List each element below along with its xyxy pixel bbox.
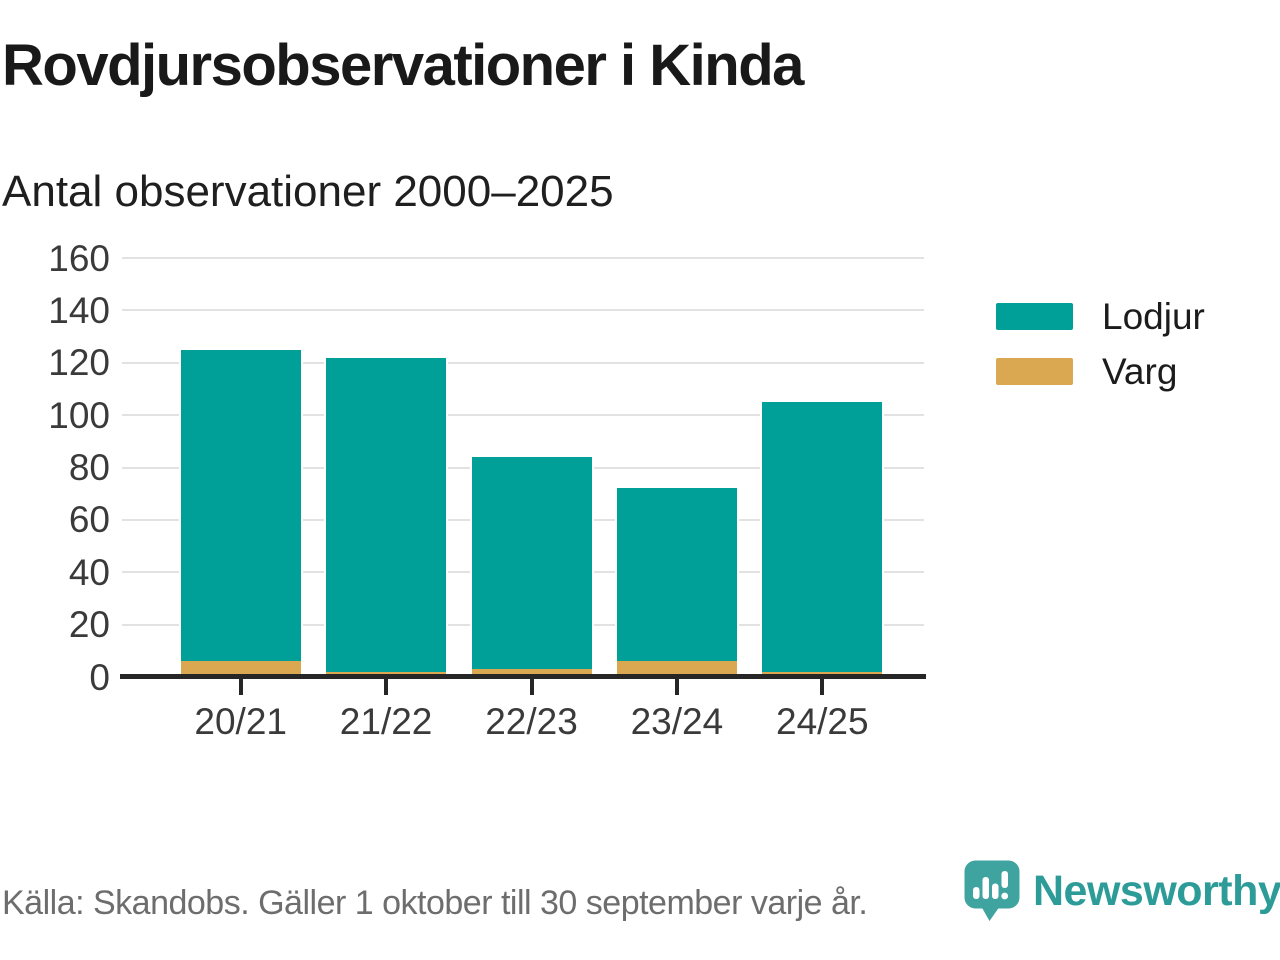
legend-item-lodjur: Lodjur bbox=[996, 298, 1205, 335]
x-tick bbox=[529, 679, 534, 695]
legend-label-varg: Varg bbox=[1102, 351, 1178, 392]
bar-22-23 bbox=[469, 457, 594, 677]
y-tick-label-0: 0 bbox=[89, 656, 110, 698]
legend-item-varg: Varg bbox=[996, 353, 1205, 390]
chart-subtitle: Antal observationer 2000–2025 bbox=[2, 167, 614, 216]
bar-21-22 bbox=[324, 357, 449, 677]
y-tick-label-160: 160 bbox=[48, 237, 110, 279]
bar-23-24 bbox=[614, 488, 739, 677]
y-tick-label-140: 140 bbox=[48, 289, 110, 331]
x-tick-label: 22/23 bbox=[485, 701, 578, 742]
legend-swatch-lodjur bbox=[996, 303, 1073, 330]
brand-logo-block: Newsworthy bbox=[964, 860, 1280, 922]
bar-segment-lodjur bbox=[180, 349, 301, 662]
y-tick-label-60: 60 bbox=[68, 499, 110, 541]
x-tick bbox=[384, 679, 389, 695]
bar-24-25 bbox=[760, 402, 885, 677]
x-tick bbox=[238, 679, 243, 695]
legend-label-lodjur: Lodjur bbox=[1102, 296, 1205, 337]
y-tick-label-40: 40 bbox=[68, 551, 110, 593]
y-tick-label-120: 120 bbox=[48, 342, 110, 384]
x-axis-line bbox=[120, 674, 926, 679]
x-tick-label: 23/24 bbox=[630, 701, 724, 742]
y-tick-label-100: 100 bbox=[48, 394, 110, 436]
gridline-100 bbox=[122, 414, 924, 417]
bar-segment-lodjur bbox=[326, 357, 447, 672]
brand-name: Newsworthy bbox=[1033, 866, 1280, 915]
bar-segment-lodjur bbox=[616, 488, 737, 662]
gridline-140 bbox=[122, 309, 924, 312]
x-tick bbox=[820, 679, 825, 695]
y-tick-label-80: 80 bbox=[68, 447, 110, 488]
y-axis: 0 20 40 60 80 100 120 140 160 bbox=[0, 240, 110, 696]
gridline-160 bbox=[122, 257, 924, 259]
x-tick-label: 24/25 bbox=[776, 701, 869, 742]
bar-segment-varg bbox=[180, 661, 301, 677]
legend-swatch-varg bbox=[996, 358, 1073, 385]
source-note: Källa: Skandobs. Gäller 1 oktober till 3… bbox=[2, 884, 868, 922]
x-tick-label: 21/22 bbox=[339, 701, 433, 742]
bar-segment-lodjur bbox=[762, 402, 883, 672]
bar-segment-lodjur bbox=[471, 457, 592, 670]
bar-segment-varg bbox=[471, 669, 592, 677]
bar-segment-varg bbox=[616, 661, 737, 677]
plot-area: 20/21 21/22 22/23 23/24 24/25 bbox=[122, 257, 924, 740]
y-tick-label-20: 20 bbox=[68, 604, 110, 646]
gridline-120 bbox=[122, 361, 924, 364]
x-tick bbox=[674, 679, 679, 695]
chart-title: Rovdjursobservationer i Kinda bbox=[2, 33, 804, 98]
bar-20-21 bbox=[178, 349, 303, 677]
newsworthy-logo-icon bbox=[964, 860, 1020, 921]
legend: Lodjur Varg bbox=[996, 298, 1205, 408]
x-tick-label: 20/21 bbox=[194, 701, 287, 742]
